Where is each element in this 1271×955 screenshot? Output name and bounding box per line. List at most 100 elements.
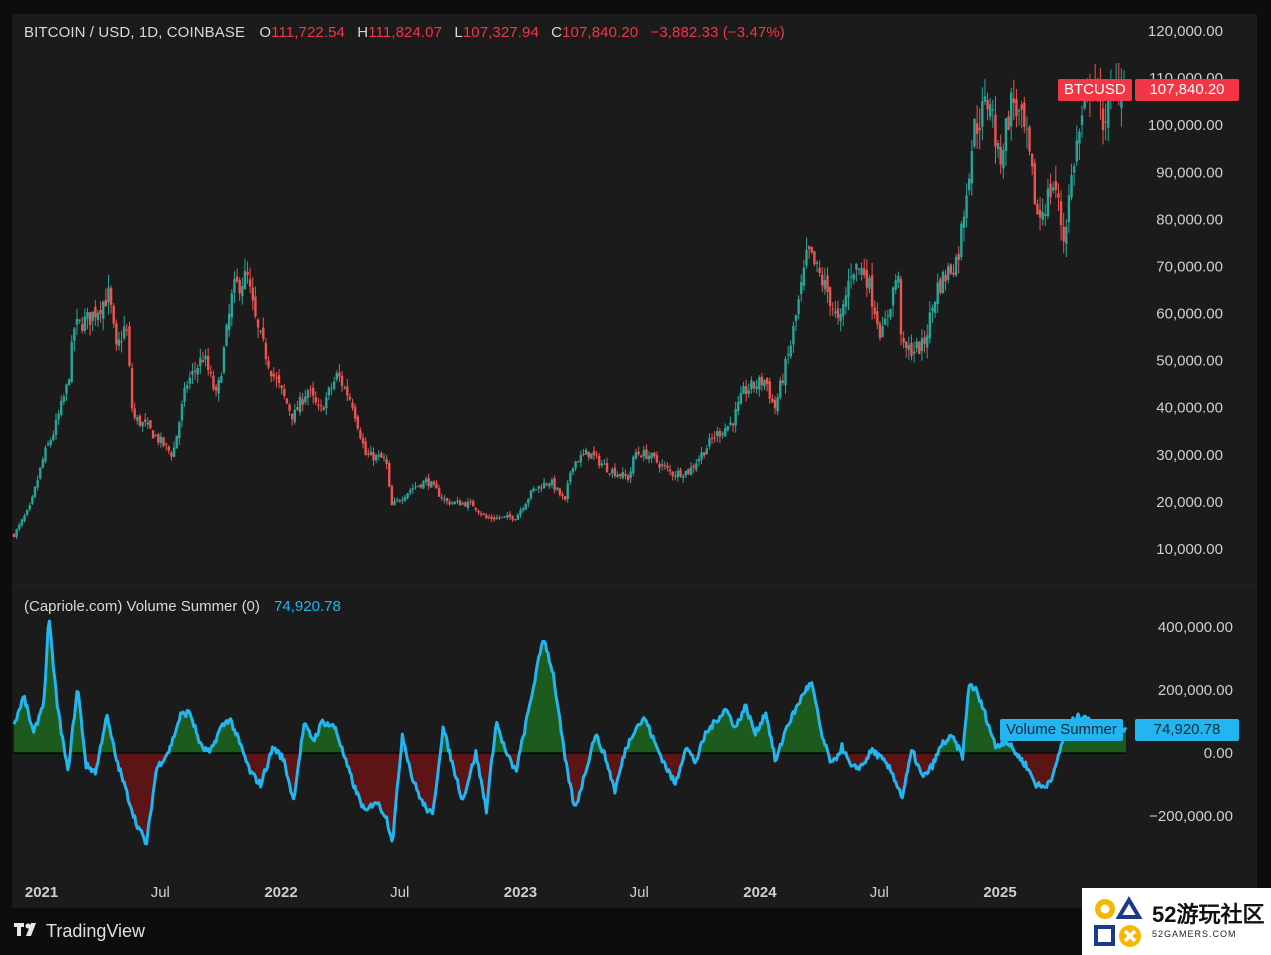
candle-body <box>729 422 732 425</box>
price-tick-label: 60,000.00 <box>1156 306 1223 323</box>
candle-body <box>545 483 548 485</box>
candle-body <box>574 461 577 469</box>
candle-body <box>571 467 575 473</box>
candle-body <box>912 351 916 354</box>
candle-body <box>708 438 711 447</box>
candle-body <box>779 380 782 398</box>
candle-body <box>668 469 672 472</box>
candle-body <box>346 386 349 396</box>
candle-body <box>49 440 52 445</box>
candle-body <box>973 118 976 147</box>
candle-body <box>894 280 897 290</box>
candle-body <box>786 354 790 356</box>
candle-body <box>952 272 955 275</box>
indicator-title[interactable]: (Capriole.com) Volume Summer (0) <box>24 598 260 615</box>
candle-body <box>146 422 150 425</box>
candle-body <box>697 458 701 462</box>
candle-body <box>498 517 501 519</box>
candle-body <box>458 500 462 506</box>
tradingview-logo[interactable]: TradingView <box>14 920 145 943</box>
candle-body <box>503 516 506 518</box>
candle-body <box>500 516 504 518</box>
symbol-title[interactable]: BITCOIN / USD, 1D, COINBASE <box>24 24 246 41</box>
candle-body <box>1036 203 1039 215</box>
high-value: 111,824.07 <box>368 24 443 41</box>
candle-body <box>763 380 766 387</box>
candle-body <box>388 463 391 487</box>
indicator-tag-name: Volume Summer <box>1000 719 1123 741</box>
candle-body <box>136 417 139 421</box>
candle-body <box>451 502 454 504</box>
candle-body <box>364 441 367 455</box>
candle-body <box>293 409 296 423</box>
candle-body <box>474 507 478 510</box>
candle-body <box>978 127 981 131</box>
candle-body <box>996 143 1000 150</box>
time-tick-label: Jul <box>870 884 889 901</box>
candle-body <box>674 475 677 477</box>
candle-body <box>251 287 255 301</box>
candle-body <box>419 484 422 488</box>
candle-body <box>165 443 168 445</box>
candle-body <box>377 455 380 457</box>
candle-body <box>747 390 750 394</box>
candle-body <box>516 514 520 520</box>
candle-body <box>185 385 189 389</box>
candle-body <box>695 463 698 470</box>
candle-body <box>758 377 761 390</box>
candle-body <box>288 404 291 411</box>
candle-body <box>264 342 268 360</box>
candle-body <box>550 479 554 485</box>
watermark-subtitle: 52GAMERS.COM <box>1152 929 1237 939</box>
candle-body <box>852 274 855 280</box>
candle-body <box>836 308 840 318</box>
candle-body <box>335 373 338 380</box>
candle-body <box>970 150 974 184</box>
candle-body <box>248 279 252 287</box>
candle-body <box>737 401 740 412</box>
candle-body <box>199 357 202 367</box>
candle-body <box>430 481 433 488</box>
candle-body <box>616 474 619 478</box>
candle-body <box>285 398 289 404</box>
candle-body <box>810 246 813 253</box>
candle-body <box>1044 214 1047 216</box>
candle-body <box>556 487 559 490</box>
candle-body <box>422 481 425 489</box>
candle-body <box>726 426 729 431</box>
candle-body <box>506 515 509 518</box>
candle-body <box>878 323 882 338</box>
candle-body <box>193 370 197 372</box>
candle-body <box>217 379 220 394</box>
candle-body <box>406 493 409 498</box>
price-pane-bg <box>12 14 1257 584</box>
candle-body <box>1033 163 1037 205</box>
candle-body <box>1049 183 1052 198</box>
candle-body <box>855 263 858 270</box>
candle-body <box>566 483 569 499</box>
candle-body <box>490 516 493 519</box>
candle-body <box>65 384 68 394</box>
candle-body <box>718 430 722 437</box>
candle-body <box>456 500 459 503</box>
candle-body <box>1054 181 1058 190</box>
candle-body <box>227 313 231 330</box>
candle-body <box>86 312 89 320</box>
candle-body <box>1101 108 1105 131</box>
candle-body <box>283 388 286 396</box>
change-value: −3,882.33 (−3.47%) <box>650 24 785 41</box>
price-y-axis: 10,000.00 20,000.00 30,000.00 40,000.00 50,0… <box>1148 23 1223 558</box>
candle-body <box>907 344 911 350</box>
candle-body <box>73 328 76 341</box>
candle-body <box>351 402 354 408</box>
candle-body <box>183 387 186 402</box>
candle-body <box>380 453 383 458</box>
candle-body <box>348 396 352 400</box>
candle-body <box>700 452 703 460</box>
candle-body <box>624 473 627 476</box>
candle-body <box>542 482 546 489</box>
candle-body <box>603 463 606 465</box>
candle-body <box>936 282 939 304</box>
candle-body <box>367 453 370 455</box>
